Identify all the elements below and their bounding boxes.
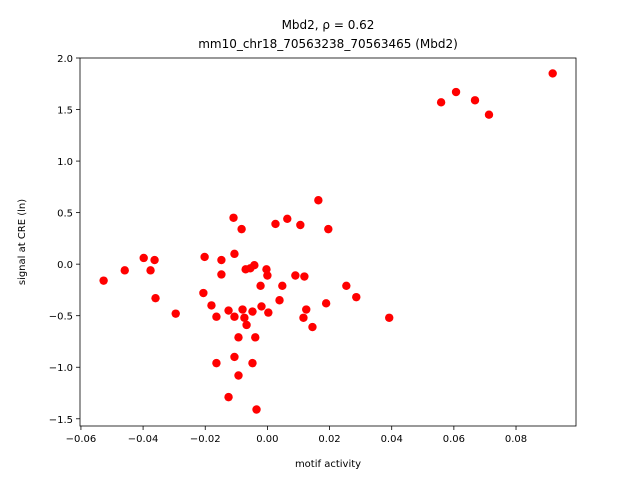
y-tick-label: −1.5	[49, 415, 73, 426]
point	[207, 301, 216, 310]
point	[451, 87, 461, 97]
y-tick-label: 1.5	[57, 106, 73, 117]
point	[230, 352, 239, 362]
y-tick-label: 1.0	[57, 157, 73, 168]
point	[224, 306, 233, 315]
point	[308, 322, 317, 332]
point	[146, 266, 155, 275]
point	[291, 271, 300, 280]
x-axis-label: motif activity	[295, 459, 361, 470]
x-tick-label: 0.00	[256, 434, 278, 445]
point	[262, 265, 271, 274]
point	[278, 281, 287, 291]
point	[224, 392, 233, 402]
point	[264, 308, 273, 317]
point	[212, 312, 221, 321]
y-tick-label: 0.5	[57, 209, 73, 220]
point	[248, 307, 257, 316]
point	[271, 219, 280, 229]
point	[248, 358, 257, 368]
y-tick-label: −1.0	[49, 363, 73, 374]
point	[314, 196, 323, 205]
point	[151, 293, 160, 303]
point	[229, 213, 238, 222]
point	[257, 302, 266, 311]
point	[234, 371, 243, 380]
point	[217, 270, 226, 279]
point	[385, 313, 394, 322]
point	[250, 260, 259, 270]
point	[171, 309, 180, 318]
point	[238, 305, 247, 314]
x-tick-label: 0.02	[318, 434, 340, 445]
point	[302, 305, 311, 314]
chart-subtitle: mm10_chr18_70563238_70563465 (Mbd2)	[198, 37, 458, 51]
point	[321, 299, 331, 308]
point	[296, 220, 305, 230]
point	[139, 253, 148, 263]
point	[283, 214, 292, 224]
point	[352, 292, 361, 302]
x-tick-label: −0.02	[190, 434, 221, 445]
point	[300, 272, 309, 281]
y-tick-label: 0.0	[57, 260, 73, 271]
point	[275, 296, 284, 305]
point	[342, 281, 351, 291]
x-tick-label: 0.06	[443, 434, 465, 445]
point	[436, 98, 446, 107]
point	[200, 252, 209, 262]
point	[217, 255, 226, 265]
point	[212, 358, 221, 368]
point	[548, 69, 557, 78]
point	[324, 224, 333, 234]
point	[470, 96, 480, 105]
point	[230, 249, 239, 259]
point	[251, 333, 260, 342]
point	[299, 313, 308, 322]
y-tick-label: 2.0	[57, 54, 73, 65]
point	[120, 266, 129, 275]
point	[484, 110, 494, 119]
y-tick-label: −0.5	[49, 312, 73, 323]
point	[150, 255, 159, 265]
point	[252, 405, 261, 414]
x-tick-label: −0.06	[66, 434, 97, 445]
point	[256, 281, 265, 291]
y-axis-label: signal at CRE (ln)	[17, 199, 28, 285]
x-tick-label: 0.08	[505, 434, 527, 445]
point	[199, 288, 208, 298]
point	[240, 313, 249, 322]
point	[234, 333, 243, 342]
point	[230, 312, 239, 321]
point	[99, 276, 108, 285]
plot-frame	[79, 57, 577, 427]
point	[263, 271, 272, 280]
x-tick-label: −0.04	[128, 434, 159, 445]
x-tick-label: 0.04	[381, 434, 403, 445]
point	[242, 320, 251, 330]
point	[237, 224, 246, 234]
chart-title: Mbd2, ρ = 0.62	[282, 18, 375, 32]
